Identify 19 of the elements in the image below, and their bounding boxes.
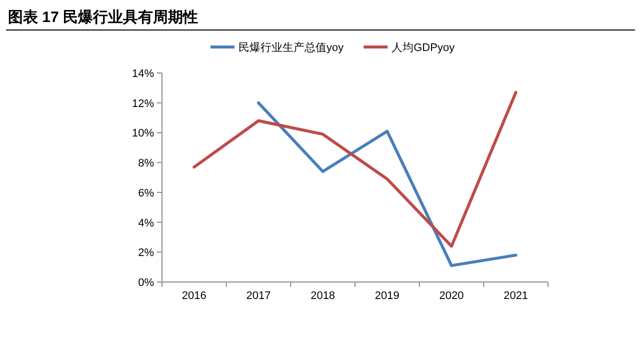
x-tick-label: 2016	[182, 290, 206, 302]
x-tick-label: 2021	[504, 290, 528, 302]
line-series	[257, 101, 518, 268]
y-tick-label: 8%	[138, 158, 154, 170]
x-tick-label: 2020	[439, 290, 464, 302]
y-tick-label: 6%	[138, 187, 154, 200]
y-tick-label: 14%	[132, 68, 154, 80]
legend-label: 人均GDPyoy	[392, 42, 456, 54]
y-tick-label: 0%	[138, 277, 154, 289]
y-tick-label: 2%	[138, 247, 154, 260]
y-tick-label: 12%	[132, 98, 154, 110]
x-tick-label: 2018	[310, 290, 336, 302]
x-tick-label: 2017	[246, 290, 271, 302]
line-series	[192, 90, 518, 248]
legend-label: 民爆行业生产总值yoy	[238, 41, 344, 54]
y-tick-label: 4%	[138, 217, 154, 230]
y-tick-label: 10%	[132, 128, 154, 140]
chart-title: 图表 17 民爆行业具有周期性	[8, 9, 198, 26]
x-tick-label: 2019	[374, 290, 400, 302]
